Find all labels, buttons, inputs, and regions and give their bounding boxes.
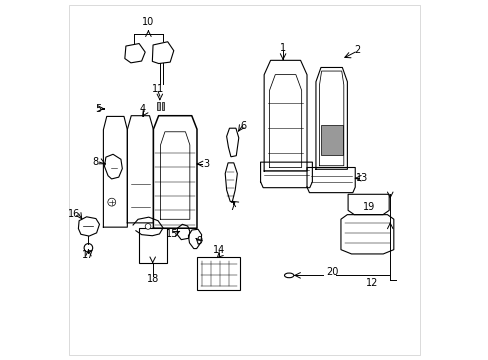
Text: 10: 10 — [142, 17, 154, 27]
Text: 16: 16 — [67, 209, 80, 219]
Text: 8: 8 — [92, 157, 98, 167]
Text: 17: 17 — [82, 250, 94, 260]
Text: 20: 20 — [325, 267, 338, 277]
Text: 4: 4 — [140, 104, 145, 113]
Text: 5: 5 — [95, 104, 101, 113]
Text: 13: 13 — [356, 173, 368, 183]
Text: 15: 15 — [166, 229, 178, 239]
Text: 2: 2 — [353, 45, 360, 55]
Circle shape — [145, 224, 151, 229]
Bar — [197, 257, 240, 290]
Text: 11: 11 — [152, 84, 164, 94]
Text: 6: 6 — [240, 121, 246, 131]
Bar — [320, 125, 342, 155]
Text: 14: 14 — [212, 245, 224, 255]
Text: 7: 7 — [229, 202, 235, 212]
Text: 19: 19 — [362, 202, 374, 212]
Text: 12: 12 — [365, 278, 377, 288]
Text: 18: 18 — [146, 274, 159, 284]
Bar — [139, 228, 166, 263]
Text: 1: 1 — [280, 43, 285, 53]
Text: 3: 3 — [203, 159, 209, 169]
Bar — [162, 102, 164, 111]
Bar — [157, 102, 160, 111]
Text: 9: 9 — [196, 237, 202, 247]
